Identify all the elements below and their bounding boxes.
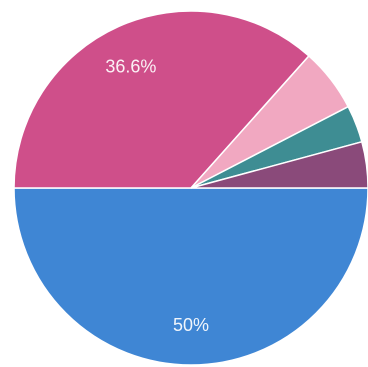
pie-data-label-0: 50% bbox=[173, 315, 209, 335]
pie-slice-0 bbox=[13, 187, 368, 366]
pie-data-label-1: 36.6% bbox=[105, 56, 156, 76]
pie-data-labels: 50% 36.6% bbox=[105, 56, 209, 334]
pie-slice-1 bbox=[13, 10, 310, 189]
pie-slices bbox=[13, 10, 368, 366]
